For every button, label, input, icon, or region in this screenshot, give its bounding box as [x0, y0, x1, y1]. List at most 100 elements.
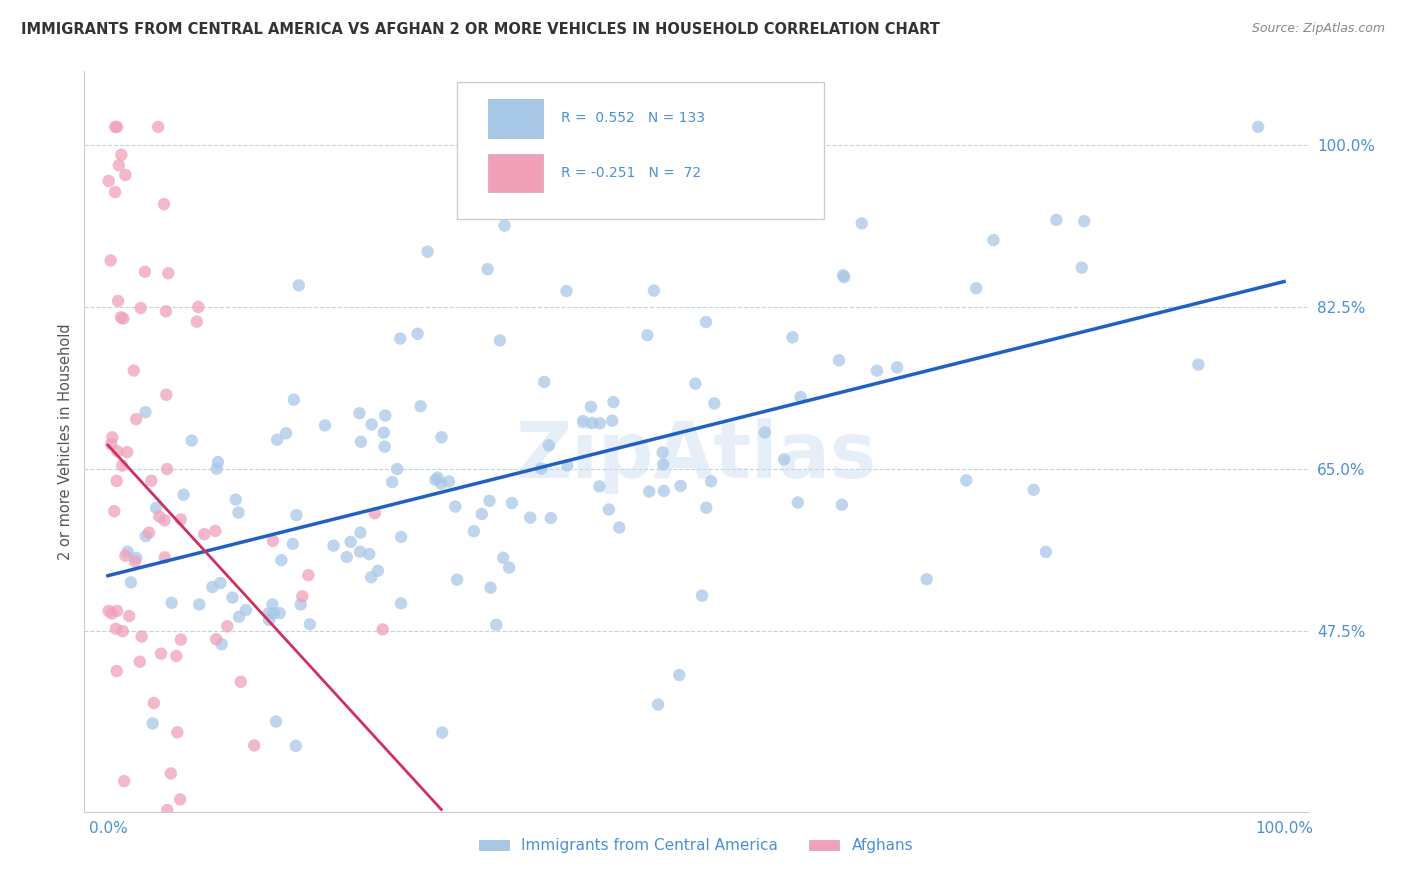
- Point: [789, 390, 811, 404]
- Point: [416, 244, 439, 259]
- Point: [430, 725, 453, 739]
- Point: [156, 462, 179, 476]
- Point: [187, 814, 209, 828]
- Point: [700, 475, 723, 489]
- Point: [281, 537, 304, 551]
- Point: [193, 527, 215, 541]
- Point: [1035, 545, 1057, 559]
- Point: [128, 655, 150, 669]
- Point: [155, 304, 177, 318]
- Point: [188, 598, 211, 612]
- Point: [782, 330, 804, 344]
- Point: [643, 284, 665, 298]
- Point: [148, 509, 170, 524]
- Point: [284, 739, 307, 753]
- Point: [105, 664, 128, 678]
- Point: [110, 310, 132, 325]
- Point: [156, 803, 179, 817]
- Point: [426, 470, 449, 484]
- Point: [160, 766, 183, 780]
- Point: [101, 430, 124, 444]
- Point: [851, 216, 873, 230]
- Point: [471, 507, 494, 521]
- Point: [283, 392, 305, 407]
- Point: [588, 479, 610, 493]
- Point: [264, 714, 287, 729]
- Point: [437, 475, 460, 489]
- Point: [205, 632, 228, 647]
- Point: [110, 148, 132, 162]
- Point: [211, 637, 233, 651]
- Point: [406, 326, 429, 341]
- Point: [187, 300, 209, 314]
- Point: [228, 506, 250, 520]
- Point: [115, 445, 138, 459]
- Bar: [488, 100, 543, 138]
- Point: [170, 512, 193, 526]
- Point: [124, 555, 146, 569]
- Point: [291, 590, 314, 604]
- Point: [131, 630, 153, 644]
- Point: [112, 774, 135, 789]
- Point: [350, 434, 373, 449]
- Point: [409, 399, 432, 413]
- Point: [652, 483, 675, 498]
- Point: [557, 458, 579, 473]
- Point: [111, 624, 134, 639]
- Point: [832, 270, 855, 285]
- Point: [104, 185, 127, 199]
- Point: [153, 550, 176, 565]
- Point: [104, 120, 127, 134]
- Point: [425, 473, 447, 487]
- Point: [478, 493, 501, 508]
- Y-axis label: 2 or more Vehicles in Household: 2 or more Vehicles in Household: [58, 323, 73, 560]
- Point: [695, 315, 717, 329]
- Point: [581, 416, 603, 430]
- Point: [155, 388, 177, 402]
- Point: [266, 433, 288, 447]
- Point: [257, 613, 280, 627]
- Point: [193, 814, 215, 828]
- Point: [114, 549, 136, 563]
- Point: [157, 266, 180, 280]
- Point: [703, 396, 725, 410]
- Point: [371, 623, 394, 637]
- Point: [142, 716, 165, 731]
- Point: [169, 792, 191, 806]
- Point: [430, 430, 453, 444]
- Text: R = -0.251   N =  72: R = -0.251 N = 72: [561, 166, 702, 180]
- Point: [105, 604, 128, 618]
- Point: [636, 328, 658, 343]
- Point: [479, 581, 502, 595]
- Point: [111, 458, 134, 473]
- Point: [134, 265, 156, 279]
- Point: [103, 504, 125, 518]
- Point: [145, 500, 167, 515]
- Point: [430, 476, 453, 491]
- Point: [364, 506, 387, 520]
- Point: [105, 474, 128, 488]
- Point: [97, 604, 120, 618]
- Point: [360, 570, 382, 584]
- Point: [685, 376, 707, 391]
- Bar: [488, 153, 543, 192]
- Point: [173, 488, 195, 502]
- Point: [135, 529, 157, 543]
- Point: [668, 668, 690, 682]
- Point: [314, 418, 336, 433]
- Point: [915, 572, 938, 586]
- Point: [485, 617, 508, 632]
- Point: [270, 553, 292, 567]
- Point: [754, 425, 776, 440]
- Point: [600, 414, 623, 428]
- Point: [134, 405, 156, 419]
- Point: [866, 364, 889, 378]
- Point: [501, 496, 523, 510]
- Point: [288, 278, 311, 293]
- Point: [498, 560, 520, 574]
- Point: [117, 545, 139, 559]
- Point: [373, 425, 395, 440]
- Point: [530, 461, 553, 475]
- Point: [201, 580, 224, 594]
- Point: [269, 606, 291, 620]
